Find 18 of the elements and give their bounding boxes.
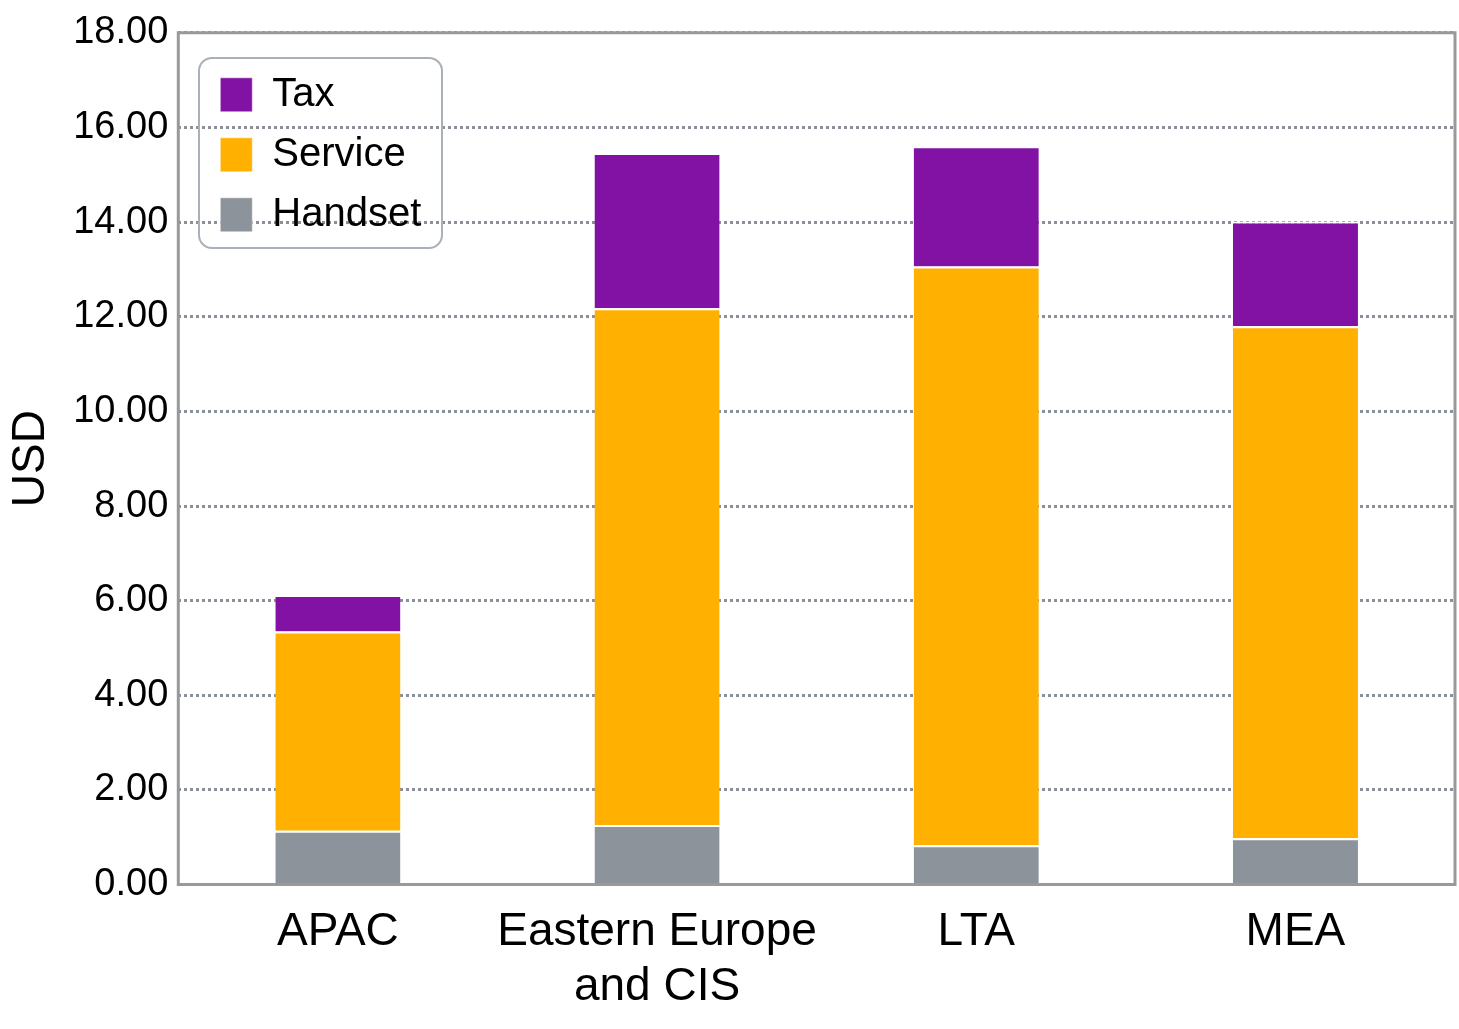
x-tick-label: MEA <box>1245 902 1346 955</box>
y-tick-label: 10.00 <box>73 387 169 430</box>
y-tick-label: 4.00 <box>94 671 169 714</box>
x-tick-label: APAC <box>276 902 399 955</box>
y-tick-label: 6.00 <box>94 577 169 620</box>
legend-label: Service <box>272 129 406 174</box>
legend-label: Handset <box>272 189 422 234</box>
y-tick-label: 18.00 <box>73 9 169 52</box>
y-tick-label: 8.00 <box>94 482 169 525</box>
legend-label: Tax <box>272 69 335 114</box>
y-tick-label: 16.00 <box>73 103 169 146</box>
y-tick-label: 2.00 <box>94 766 169 809</box>
y-tick-label: 14.00 <box>73 198 169 241</box>
y-tick-label: 0.00 <box>94 861 169 904</box>
x-tick-label: LTA <box>937 902 1016 955</box>
y-axis-title: USD <box>2 410 55 508</box>
x-tick-label: Eastern Europe and CIS <box>497 902 817 1011</box>
y-tick-label: 12.00 <box>73 293 169 336</box>
